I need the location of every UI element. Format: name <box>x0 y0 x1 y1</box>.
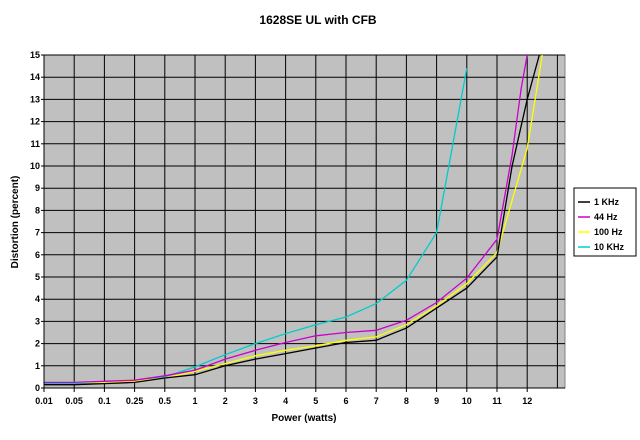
x-tick-label: 8 <box>404 396 409 406</box>
x-tick-label: 6 <box>343 396 348 406</box>
legend-box <box>573 187 637 257</box>
legend-items: 1 KHz 44 Hz 100 Hz 10 KHz <box>578 197 625 252</box>
series-lines <box>44 54 543 386</box>
y-tick-label: 5 <box>35 272 40 282</box>
x-tick-label: 0.5 <box>159 396 172 406</box>
series-line-44-hz <box>44 54 528 384</box>
y-tick-label: 6 <box>35 250 40 260</box>
y-tick-label: 8 <box>35 205 40 215</box>
x-tick-label: 3 <box>253 396 258 406</box>
x-tick-label: 0.1 <box>98 396 111 406</box>
x-tick-label: 0.01 <box>35 396 53 406</box>
series-line-100-hz <box>44 54 543 384</box>
x-tick-label: 9 <box>434 396 439 406</box>
x-tick-label: 10 <box>462 396 472 406</box>
x-axis-label: Power (watts) <box>271 413 336 424</box>
x-tick-label: 5 <box>313 396 318 406</box>
y-tick-label: 14 <box>30 72 40 82</box>
y-axis-label: Distortion (percent) <box>10 176 21 269</box>
x-tick-label: 7 <box>374 396 379 406</box>
x-tick-label: 2 <box>223 396 228 406</box>
x-tick-label: 4 <box>283 396 288 406</box>
y-tick-label: 3 <box>35 316 40 326</box>
y-tick-label: 12 <box>30 117 40 127</box>
legend: 1 KHz 44 Hz 100 Hz 10 KHz <box>573 187 637 257</box>
legend-label: 44 Hz <box>594 212 618 222</box>
legend-label: 100 Hz <box>594 227 623 237</box>
x-axis-ticks: 0.01 0.05 0.1 0.25 0.5 1 2 3 4 5 6 7 8 9 10 11 12 <box>35 388 532 406</box>
y-tick-label: 9 <box>35 183 40 193</box>
y-tick-label: 2 <box>35 339 40 349</box>
grid-lines <box>44 54 565 388</box>
legend-label: 1 KHz <box>594 197 620 207</box>
y-tick-label: 10 <box>30 161 40 171</box>
y-tick-label: 15 <box>30 50 40 60</box>
x-tick-label: 11 <box>492 396 502 406</box>
y-tick-label: 7 <box>35 228 40 238</box>
series-line-1-khz <box>44 54 540 386</box>
x-tick-label: 0.25 <box>126 396 144 406</box>
x-tick-label: 1 <box>192 396 197 406</box>
legend-label: 10 KHz <box>594 242 625 252</box>
x-tick-label: 12 <box>522 396 532 406</box>
chart-title: 1628SE UL with CFB <box>259 13 376 27</box>
plot-area <box>43 54 566 389</box>
y-tick-label: 4 <box>35 294 40 304</box>
y-tick-label: 0 <box>35 383 40 393</box>
y-tick-label: 1 <box>35 361 40 371</box>
y-tick-label: 11 <box>30 139 40 149</box>
y-tick-label: 13 <box>30 94 40 104</box>
x-tick-label: 0.05 <box>65 396 83 406</box>
